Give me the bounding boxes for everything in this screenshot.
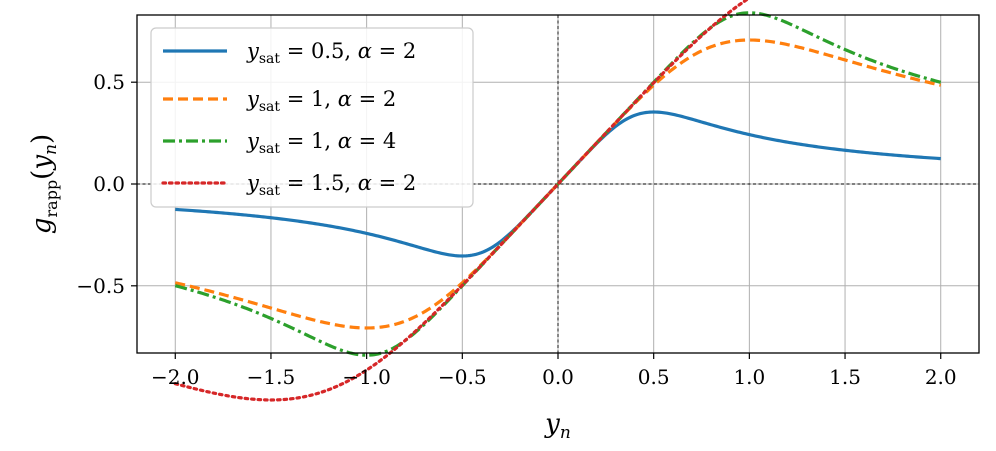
x-axis-label: yn	[544, 409, 571, 443]
legend: ysat = 0.5, α = 2 ysat = 1, α = 2 ysat = 1…	[150, 27, 474, 208]
y-tick-label-1: 0.0	[93, 172, 125, 196]
ticks: −2.0 −1.5 −1.0 −0.5 0.0 0.5 1.0 1.5 2.0 −0.5 0.0 0.…	[76, 70, 956, 389]
legend-label-2: ysat = 1, α = 4	[246, 129, 396, 157]
x-tick-label-1: −1.5	[247, 365, 296, 389]
x-tick-label-7: 1.5	[829, 365, 861, 389]
series-group	[173, 0, 942, 402]
legend-label-0: ysat = 0.5, α = 2	[246, 39, 416, 67]
legend-label-1: ysat = 1, α = 2	[246, 87, 396, 115]
legend-label-3: ysat = 1.5, α = 2	[246, 171, 416, 199]
x-tick-label-2: −1.0	[342, 365, 391, 389]
x-tick-label-4: 0.0	[542, 365, 574, 389]
x-tick-label-8: 2.0	[925, 365, 957, 389]
x-axis-label-text: yn	[544, 409, 571, 443]
x-tick-label-5: 0.5	[638, 365, 670, 389]
x-tick-label-3: −0.5	[438, 365, 487, 389]
series-line-3	[173, 0, 750, 402]
legend-box	[150, 27, 474, 208]
y-tick-label-0: −0.5	[76, 274, 125, 298]
x-tick-label-0: −2.0	[151, 365, 200, 389]
y-axis-label: grapp(yn)	[27, 134, 61, 234]
y-axis-label-text: grapp(yn)	[27, 134, 61, 234]
y-tick-label-2: 0.5	[93, 70, 125, 94]
x-tick-label-6: 1.0	[733, 365, 765, 389]
